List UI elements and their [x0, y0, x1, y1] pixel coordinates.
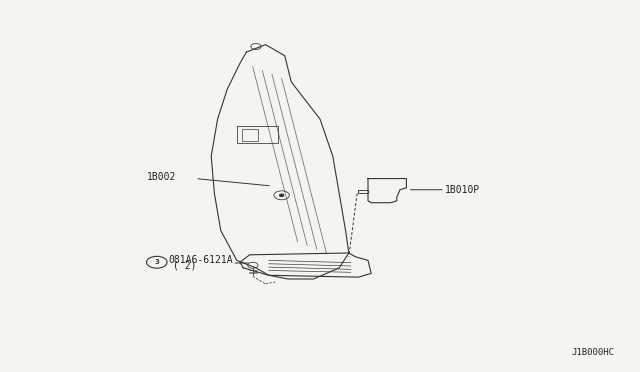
Text: 1B010P: 1B010P	[445, 185, 480, 195]
Text: J1B000HC: J1B000HC	[572, 348, 614, 357]
Circle shape	[280, 194, 284, 196]
Text: 081A6-6121A: 081A6-6121A	[168, 256, 233, 265]
Text: 3: 3	[154, 259, 159, 265]
Text: 1B002: 1B002	[147, 172, 177, 182]
Text: ( 2): ( 2)	[173, 261, 196, 271]
